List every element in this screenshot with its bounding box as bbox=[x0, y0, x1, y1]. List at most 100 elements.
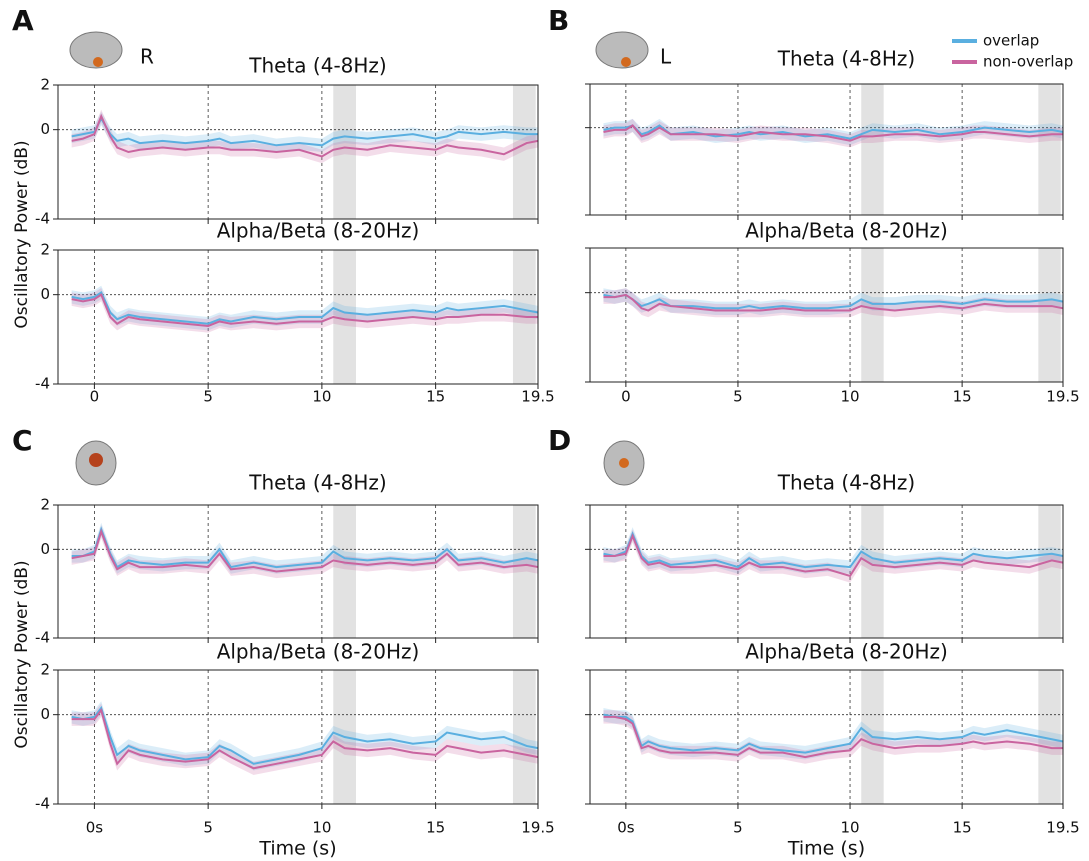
shaded-window bbox=[861, 84, 884, 215]
subplot-title: Theta (4-8Hz) bbox=[248, 471, 386, 495]
y-tick-label: -4 bbox=[35, 210, 50, 228]
series-line bbox=[71, 293, 538, 327]
y-tick-label: 2 bbox=[40, 496, 50, 514]
y-tick-label: 0 bbox=[40, 120, 50, 138]
shaded-window bbox=[861, 505, 884, 638]
x-tick-label: 10 bbox=[840, 819, 859, 837]
shaded-window bbox=[333, 505, 357, 638]
brain-roi bbox=[619, 458, 629, 468]
series-line bbox=[603, 293, 1064, 310]
series-line bbox=[71, 705, 539, 765]
axes-frame bbox=[589, 669, 1064, 805]
y-tick-label: 2 bbox=[40, 241, 50, 259]
series-line bbox=[603, 293, 1064, 312]
hemisphere-label: L bbox=[660, 45, 672, 69]
subplot-title: Theta (4-8Hz) bbox=[777, 47, 915, 71]
series-line bbox=[71, 113, 539, 158]
series-line bbox=[71, 290, 539, 325]
axes-frame bbox=[57, 249, 539, 385]
x-tick-label: 19.5 bbox=[1046, 388, 1079, 406]
error-band bbox=[71, 522, 538, 574]
series-line bbox=[603, 713, 1064, 754]
shaded-window bbox=[512, 505, 536, 638]
axes-frame bbox=[589, 83, 1064, 216]
axes-frame bbox=[589, 504, 1064, 639]
x-tick-label: 0 bbox=[90, 388, 100, 406]
x-tick-label: 5 bbox=[733, 819, 743, 837]
x-tick-label: 0s bbox=[617, 819, 635, 837]
y-axis-label: Oscillatory Power (dB) bbox=[12, 140, 32, 328]
hemisphere-label: R bbox=[140, 45, 154, 69]
x-tick-label: 10 bbox=[312, 819, 331, 837]
subplot-title: Alpha/Beta (8-20Hz) bbox=[217, 640, 420, 664]
x-tick-label: 15 bbox=[426, 388, 445, 406]
error-band bbox=[603, 707, 1063, 760]
x-axis-label: Time (s) bbox=[258, 838, 336, 860]
panel-letter: C bbox=[12, 424, 33, 457]
shaded-window bbox=[1038, 84, 1061, 215]
shaded-window bbox=[333, 85, 357, 219]
error-band bbox=[603, 118, 1063, 148]
x-axis-label: Time (s) bbox=[787, 838, 865, 860]
shaded-window bbox=[333, 250, 357, 384]
brain-roi bbox=[89, 453, 103, 467]
series-line bbox=[71, 116, 538, 147]
y-tick-label: -4 bbox=[35, 795, 50, 813]
x-tick-label: 5 bbox=[733, 388, 743, 406]
series-line bbox=[603, 124, 1064, 140]
error-band bbox=[71, 701, 538, 771]
shaded-window bbox=[1038, 505, 1061, 638]
subplot-title: Alpha/Beta (8-20Hz) bbox=[217, 219, 420, 243]
error-band bbox=[603, 118, 1063, 146]
shaded-window bbox=[1038, 248, 1061, 382]
series-line bbox=[603, 124, 1063, 142]
y-tick-label: 0 bbox=[40, 705, 50, 723]
x-tick-label: 10 bbox=[840, 388, 859, 406]
error-band bbox=[603, 529, 1063, 583]
axes-frame bbox=[57, 504, 539, 639]
subplot-title: Theta (4-8Hz) bbox=[777, 471, 915, 495]
y-tick-label: -4 bbox=[35, 375, 50, 393]
error-band bbox=[71, 703, 538, 775]
series-line bbox=[71, 526, 539, 569]
shaded-window bbox=[861, 248, 884, 382]
y-tick-label: 0 bbox=[40, 540, 50, 558]
error-band bbox=[71, 285, 538, 331]
legend-label: non-overlap bbox=[983, 53, 1073, 71]
axes-frame bbox=[57, 669, 539, 805]
shaded-window bbox=[1038, 670, 1061, 804]
brain-roi bbox=[93, 57, 103, 67]
brain-icon bbox=[69, 31, 123, 69]
shaded-window bbox=[512, 670, 536, 804]
subplot-title: Alpha/Beta (8-20Hz) bbox=[745, 219, 948, 243]
series-line bbox=[71, 707, 539, 770]
brain-icon bbox=[595, 31, 649, 69]
x-tick-label: 0s bbox=[86, 819, 104, 837]
y-tick-label: -4 bbox=[35, 629, 50, 647]
panel-letter: B bbox=[548, 4, 569, 37]
panel-letter: D bbox=[548, 424, 571, 457]
y-tick-label: 2 bbox=[40, 76, 50, 94]
brain-icons bbox=[69, 31, 649, 486]
x-tick-label: 19.5 bbox=[521, 388, 554, 406]
series-line bbox=[603, 531, 1064, 569]
legend-label: overlap bbox=[983, 32, 1039, 50]
brain-roi bbox=[621, 57, 631, 67]
x-tick-label: 19.5 bbox=[1046, 819, 1079, 837]
series-line bbox=[603, 715, 1063, 759]
x-tick-label: 10 bbox=[312, 388, 331, 406]
series-line bbox=[71, 528, 539, 573]
y-axis-label: Oscillatory Power (dB) bbox=[12, 560, 32, 748]
x-tick-label: 5 bbox=[203, 388, 213, 406]
error-band bbox=[603, 710, 1063, 764]
y-tick-label: 0 bbox=[40, 285, 50, 303]
x-tick-label: 15 bbox=[953, 388, 972, 406]
error-band bbox=[71, 524, 538, 579]
subplot-title: Alpha/Beta (8-20Hz) bbox=[745, 640, 948, 664]
x-tick-label: 5 bbox=[203, 819, 213, 837]
shaded-window bbox=[512, 85, 536, 219]
y-tick-label: 2 bbox=[40, 661, 50, 679]
subplot-title: Theta (4-8Hz) bbox=[248, 54, 386, 78]
x-tick-label: 15 bbox=[953, 819, 972, 837]
